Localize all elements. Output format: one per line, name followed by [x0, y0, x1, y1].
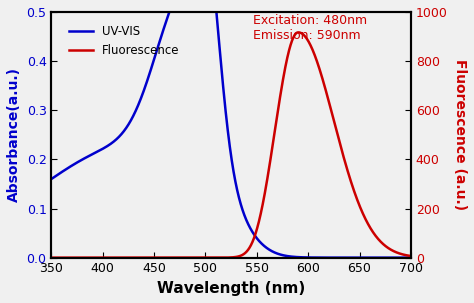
UV-VIS — [408, 256, 414, 259]
UV-VIS — [214, 15, 219, 18]
Fluorescence — [408, 254, 414, 258]
UV-VIS — [398, 256, 403, 259]
X-axis label: Wavelength (nm): Wavelength (nm) — [157, 281, 305, 296]
UV-VIS — [67, 165, 73, 169]
UV-VIS — [224, 116, 229, 120]
Fluorescence — [214, 256, 219, 259]
UV-VIS — [398, 256, 403, 259]
Line: UV-VIS: UV-VIS — [51, 0, 411, 258]
Fluorescence — [223, 256, 229, 259]
Fluorescence — [296, 31, 301, 34]
Y-axis label: Fluorescence (a.u.): Fluorescence (a.u.) — [453, 59, 467, 210]
Fluorescence — [48, 256, 54, 259]
Fluorescence — [67, 256, 73, 259]
Fluorescence — [332, 122, 337, 125]
Y-axis label: Absorbance(a.u.): Absorbance(a.u.) — [7, 67, 21, 202]
Fluorescence — [398, 252, 403, 256]
UV-VIS — [48, 177, 54, 181]
UV-VIS — [332, 256, 337, 259]
Text: Excitation: 480nm
Emission: 590nm: Excitation: 480nm Emission: 590nm — [253, 15, 367, 42]
Legend: UV-VIS, Fluorescence: UV-VIS, Fluorescence — [64, 20, 184, 62]
Line: Fluorescence: Fluorescence — [51, 32, 411, 258]
Fluorescence — [398, 252, 403, 256]
